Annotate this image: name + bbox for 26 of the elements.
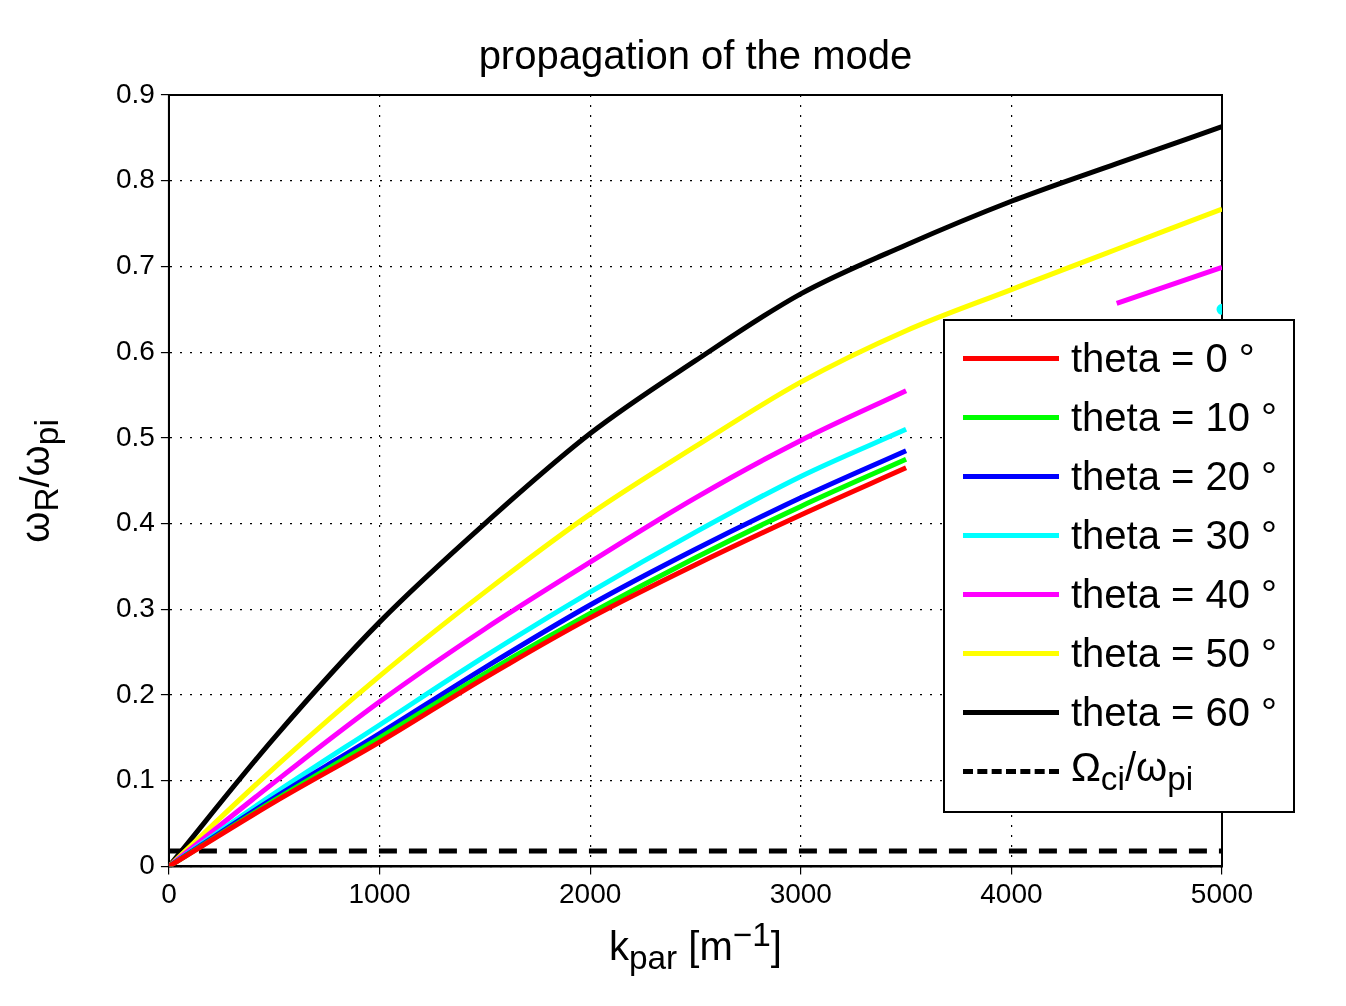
legend-label: theta = 0 °: [1070, 335, 1255, 381]
y-tick-label: 0: [139, 849, 155, 881]
x-tick-label: 2000: [559, 877, 622, 909]
y-tick-label: 0.6: [115, 334, 155, 366]
x-tick-label: 4000: [980, 877, 1043, 909]
legend-label: theta = 20 °: [1070, 453, 1278, 499]
legend-label: theta = 30 °: [1070, 512, 1278, 558]
y-tick-label: 0.5: [115, 420, 155, 452]
x-tick-label: 1000: [348, 877, 411, 909]
x-axis-title: k$_{par}$ [m$^{−1}$]: [609, 916, 782, 978]
legend-label: theta = 50 °: [1070, 630, 1278, 676]
legend-label: theta = 10 °: [1070, 394, 1278, 440]
legend-label: theta = 60 °: [1070, 689, 1278, 735]
x-tick-label: 5000: [1190, 877, 1254, 909]
y-tick-label: 0.4: [115, 506, 155, 538]
legend-label: Ω$_{ci}$/ω$_{pi}$: [1070, 744, 1194, 798]
y-tick-label: 0.2: [115, 677, 155, 709]
y-tick-label: 0.9: [115, 77, 155, 109]
x-tick-label: 0: [161, 877, 177, 909]
y-tick-label: 0.1: [115, 763, 155, 795]
x-tick-label: 3000: [769, 877, 832, 909]
y-tick-label: 0.7: [115, 249, 155, 281]
legend-label: theta = 40 °: [1070, 571, 1278, 617]
chart-title: propagation of the mode: [478, 33, 913, 78]
y-tick-label: 0.8: [115, 163, 155, 195]
y-tick-label: 0.3: [115, 591, 155, 623]
